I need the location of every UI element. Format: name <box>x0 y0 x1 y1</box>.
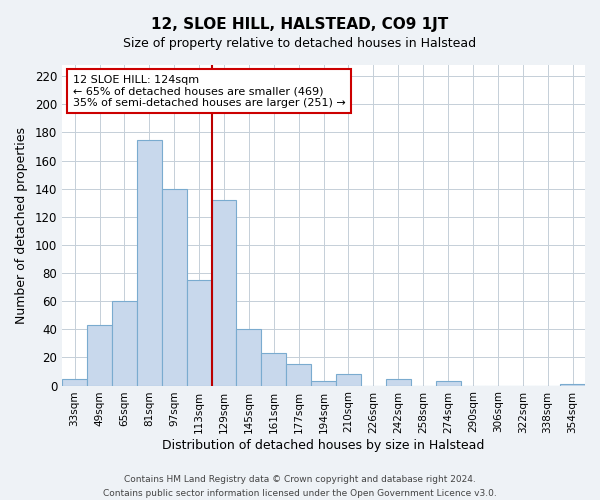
Bar <box>162 188 187 386</box>
Bar <box>336 374 361 386</box>
Bar <box>187 280 212 386</box>
Y-axis label: Number of detached properties: Number of detached properties <box>15 127 28 324</box>
Text: 12 SLOE HILL: 124sqm
← 65% of detached houses are smaller (469)
35% of semi-deta: 12 SLOE HILL: 124sqm ← 65% of detached h… <box>73 74 346 108</box>
X-axis label: Distribution of detached houses by size in Halstead: Distribution of detached houses by size … <box>163 440 485 452</box>
Bar <box>236 330 262 386</box>
Bar <box>286 364 311 386</box>
Bar <box>262 353 286 386</box>
Text: Contains HM Land Registry data © Crown copyright and database right 2024.
Contai: Contains HM Land Registry data © Crown c… <box>103 476 497 498</box>
Text: Size of property relative to detached houses in Halstead: Size of property relative to detached ho… <box>124 38 476 51</box>
Bar <box>386 378 411 386</box>
Text: 12, SLOE HILL, HALSTEAD, CO9 1JT: 12, SLOE HILL, HALSTEAD, CO9 1JT <box>151 18 449 32</box>
Bar <box>62 378 87 386</box>
Bar <box>112 301 137 386</box>
Bar <box>436 382 461 386</box>
Bar <box>137 140 162 386</box>
Bar <box>212 200 236 386</box>
Bar <box>311 382 336 386</box>
Bar <box>560 384 585 386</box>
Bar <box>87 325 112 386</box>
